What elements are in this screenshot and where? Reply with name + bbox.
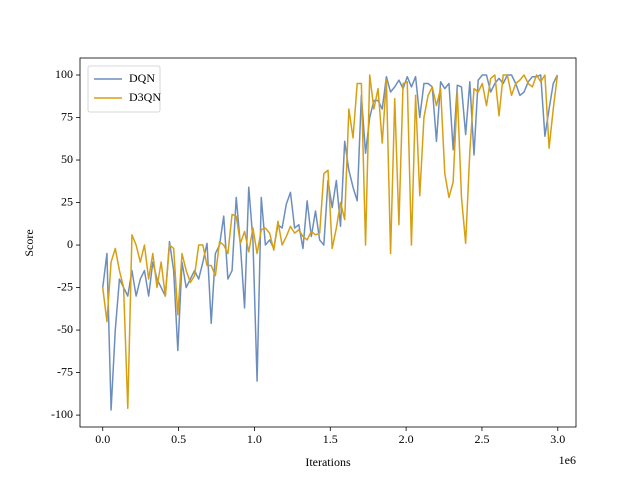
x-tick-label: 1.5 (323, 432, 338, 446)
x-axis-label: Iterations (305, 455, 351, 469)
y-tick-label: 0 (67, 237, 73, 251)
y-tick-label: 100 (55, 67, 73, 81)
x-tick-label: 2.5 (474, 432, 489, 446)
y-tick-label: -50 (57, 322, 73, 336)
legend-label: D3QN (129, 90, 161, 104)
y-tick-label: -25 (57, 279, 73, 293)
legend-label: DQN (129, 71, 155, 85)
y-axis-label: Score (22, 229, 36, 256)
x-offset-label: 1e6 (559, 453, 576, 467)
x-tick-label: 2.0 (399, 432, 414, 446)
y-tick-label: 25 (61, 194, 73, 208)
y-tick-label: -75 (57, 364, 73, 378)
plot-frame (79, 57, 577, 428)
y-tick-label: 75 (61, 109, 73, 123)
line-series (102, 74, 559, 411)
x-tick-label: 0.5 (171, 432, 186, 446)
line-series (102, 74, 559, 410)
x-tick-label: 1.0 (247, 432, 262, 446)
y-tick-label: -100 (51, 407, 73, 421)
x-tick-label: 0.0 (95, 432, 110, 446)
legend-box (87, 65, 161, 113)
y-tick-label: 50 (61, 152, 73, 166)
x-tick-label: 3.0 (550, 432, 565, 446)
